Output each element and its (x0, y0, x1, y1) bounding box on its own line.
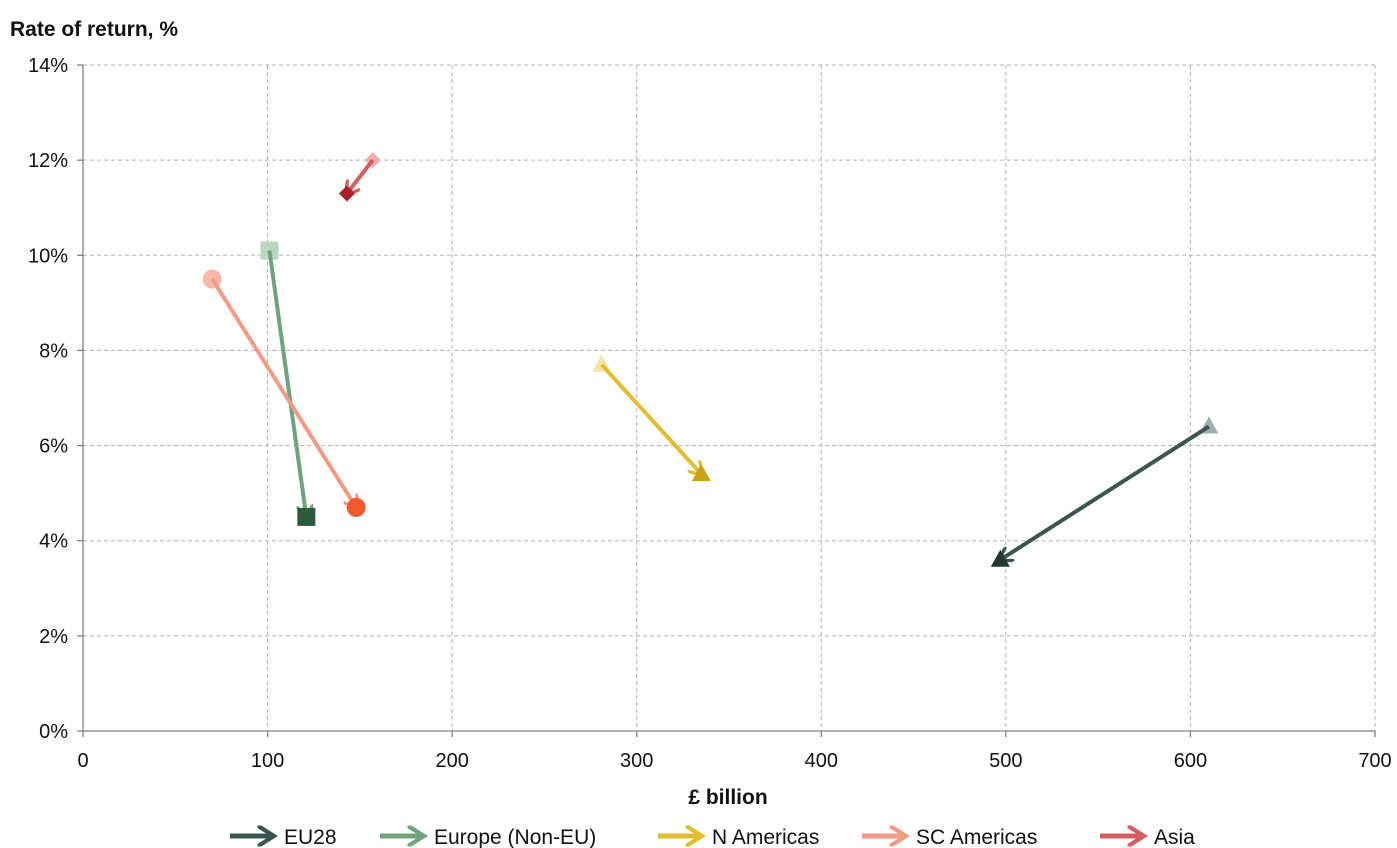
legend-item: N Americas (658, 826, 819, 848)
x-tick-label: 200 (435, 750, 468, 772)
x-tick-label: 0 (77, 750, 88, 772)
series-arrow (347, 158, 375, 193)
x-axis-title: £ billion (688, 786, 767, 809)
series-arrow (210, 278, 356, 507)
axes (77, 64, 1376, 737)
x-tick-label: 500 (989, 750, 1022, 772)
x-tick-label: 600 (1174, 750, 1207, 772)
y-tick-label: 4% (39, 531, 68, 553)
series-n-americas (592, 354, 711, 482)
series-asia (338, 152, 381, 202)
legend: EU28 Europe (Non-EU) N Americas SC Americas… (230, 826, 1195, 848)
x-tick-labels: 0 100 200 300 400 500 600 700 (77, 750, 1391, 772)
y-tick-label: 12% (28, 150, 68, 172)
series (202, 152, 1219, 567)
y-tick-label: 8% (39, 340, 68, 362)
x-tick-label: 700 (1358, 750, 1391, 772)
series-eu28 (990, 416, 1219, 567)
legend-label: EU28 (284, 826, 337, 848)
series-end-point (990, 549, 1010, 567)
y-tick-labels: 0% 2% 4% 6% 8% 10% 12% 14% (28, 55, 68, 743)
legend-label: N Americas (712, 826, 819, 848)
series-arrow (600, 363, 702, 474)
x-tick-label: 300 (620, 750, 653, 772)
legend-item: Asia (1100, 826, 1195, 848)
y-tick-label: 6% (39, 436, 68, 458)
y-tick-label: 0% (39, 721, 68, 743)
x-tick-label: 100 (251, 750, 284, 772)
series-end-point (346, 497, 366, 517)
y-tick-label: 14% (28, 55, 68, 77)
series-arrow (267, 250, 306, 517)
x-tick-label: 400 (805, 750, 838, 772)
series-arrow (1000, 424, 1210, 560)
y-tick-label: 10% (28, 245, 68, 267)
series-europe-non-eu (260, 241, 316, 526)
legend-item: SC Americas (862, 826, 1037, 848)
series-end-point (297, 507, 316, 526)
series-end-point (691, 464, 711, 482)
series-sc-americas (202, 269, 366, 517)
y-tick-label: 2% (39, 626, 68, 648)
legend-label: Asia (1154, 826, 1195, 848)
legend-label: SC Americas (916, 826, 1037, 848)
legend-item: EU28 (230, 826, 337, 848)
y-axis-title: Rate of return, % (10, 18, 178, 41)
legend-item: Europe (Non-EU) (380, 826, 596, 848)
series-end-point (338, 185, 355, 202)
legend-label: Europe (Non-EU) (434, 826, 596, 848)
grid (83, 64, 1376, 731)
